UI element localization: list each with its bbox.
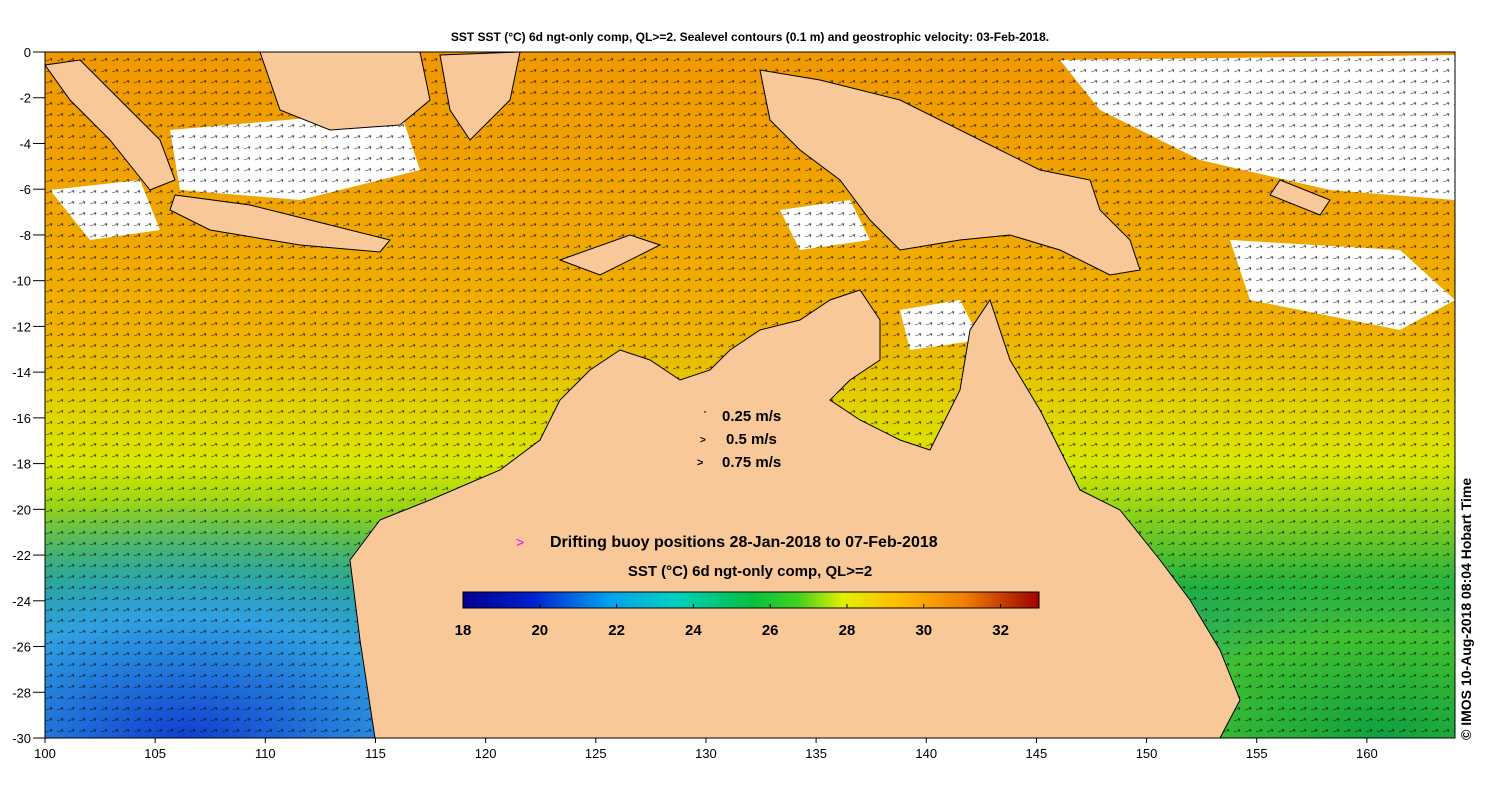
x-tick-label: 140 bbox=[915, 746, 937, 761]
x-tick-label: 100 bbox=[34, 746, 56, 761]
colorbar-tick-label: 28 bbox=[839, 622, 856, 639]
y-tick-label: -14 bbox=[12, 365, 31, 380]
java-land bbox=[169, 194, 391, 253]
y-tick-label: -2 bbox=[19, 91, 31, 106]
buoy-legend-label: Drifting buoy positions 28-Jan-2018 to 0… bbox=[550, 534, 938, 551]
colorbar bbox=[462, 591, 1040, 609]
colorbar-tick-label: 30 bbox=[915, 622, 932, 639]
y-tick-label: -30 bbox=[12, 731, 31, 746]
y-tick-label: -8 bbox=[19, 228, 31, 243]
x-tick-label: 110 bbox=[255, 746, 276, 761]
timor-land bbox=[558, 234, 662, 276]
x-tick-label: 155 bbox=[1246, 746, 1268, 761]
y-tick-label: -6 bbox=[19, 182, 31, 197]
x-tick-label: 115 bbox=[365, 746, 386, 761]
y-tick-label: -16 bbox=[12, 411, 31, 426]
credit-text: © IMOS 10-Aug-2018 08:04 Hobart Time bbox=[1458, 477, 1474, 740]
land-masses bbox=[44, 51, 1331, 739]
x-tick-label: 160 bbox=[1356, 746, 1378, 761]
y-tick-label: -18 bbox=[12, 457, 31, 472]
colorbar-tick-label: 18 bbox=[455, 622, 472, 639]
y-tick-label: -12 bbox=[12, 319, 31, 334]
x-tick-label: 150 bbox=[1136, 746, 1158, 761]
velocity-legend-label-075: 0.75 m/s bbox=[722, 454, 781, 471]
x-tick-label: 105 bbox=[144, 746, 166, 761]
svg-text:˙: ˙ bbox=[703, 409, 707, 423]
svg-text:>: > bbox=[700, 435, 706, 446]
plot-frame bbox=[44, 51, 1456, 739]
colorbar-tick-label: 32 bbox=[992, 622, 1009, 639]
svg-text:>: > bbox=[697, 457, 703, 469]
x-tick-label: 145 bbox=[1026, 746, 1048, 761]
colorbar-ticks: 18 20 22 24 26 28 30 32 bbox=[455, 604, 1009, 639]
x-axis-ticks: 100 105 110 115 120 125 130 135 140 145 150 155 160 bbox=[34, 738, 1378, 761]
new-guinea-land bbox=[759, 69, 1141, 276]
colorbar-tick-label: 20 bbox=[531, 622, 548, 639]
solomon-land bbox=[1269, 179, 1331, 216]
colorbar-title: SST (°C) 6d ngt-only comp, QL>=2 bbox=[628, 563, 872, 580]
y-tick-label: -24 bbox=[12, 594, 31, 609]
y-tick-label: -10 bbox=[12, 274, 31, 289]
y-tick-label: -4 bbox=[19, 136, 31, 151]
colorbar-tick-label: 24 bbox=[685, 622, 702, 639]
y-tick-label: -20 bbox=[12, 502, 31, 517]
y-tick-label: -26 bbox=[12, 640, 31, 655]
velocity-legend-label-05: 0.5 m/s bbox=[726, 431, 777, 448]
buoy-legend: > Drifting buoy positions 28-Jan-2018 to… bbox=[516, 534, 938, 551]
map-title: SST SST (°C) 6d ngt-only comp, QL>=2. Se… bbox=[450, 30, 1050, 44]
buoy-symbol: > bbox=[516, 534, 524, 550]
y-tick-label: -22 bbox=[12, 548, 31, 563]
sumatra-land bbox=[44, 59, 176, 191]
velocity-legend: ˙ 0.25 m/s > 0.5 m/s > 0.75 m/s bbox=[697, 408, 781, 471]
x-tick-label: 120 bbox=[475, 746, 497, 761]
x-tick-label: 130 bbox=[695, 746, 717, 761]
y-tick-label: 0 bbox=[24, 45, 31, 60]
colorbar-tick-label: 26 bbox=[762, 622, 779, 639]
australia-land bbox=[349, 289, 1241, 739]
y-axis-ticks: 0 -2 -4 -6 -8 -10 -12 -14 -16 -18 -20 -22 -24 -26 -28 -… bbox=[12, 45, 45, 746]
x-tick-label: 125 bbox=[585, 746, 607, 761]
x-tick-label: 135 bbox=[805, 746, 827, 761]
velocity-legend-label-025: 0.25 m/s bbox=[722, 408, 781, 425]
colorbar-tick-label: 22 bbox=[608, 622, 625, 639]
y-tick-label: -28 bbox=[12, 685, 31, 700]
